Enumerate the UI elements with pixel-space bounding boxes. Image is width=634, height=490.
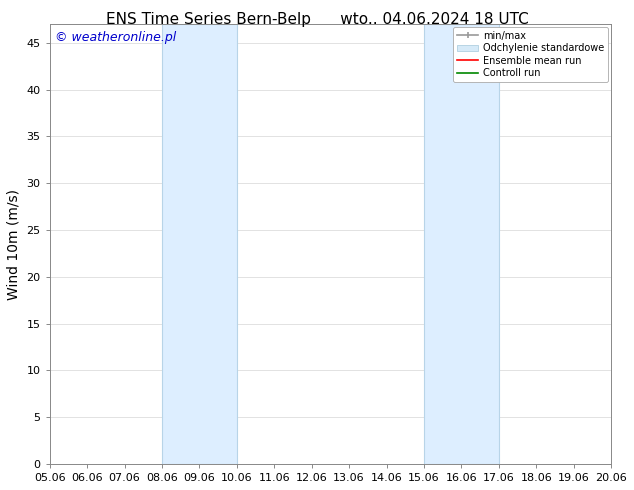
Y-axis label: Wind 10m (m/s): Wind 10m (m/s): [7, 189, 21, 299]
Legend: min/max, Odchylenie standardowe, Ensemble mean run, Controll run: min/max, Odchylenie standardowe, Ensembl…: [453, 27, 608, 82]
Bar: [424, 24, 499, 464]
Bar: [162, 24, 237, 464]
Text: © weatheronline.pl: © weatheronline.pl: [55, 31, 176, 44]
Text: ENS Time Series Bern-Belp      wto.. 04.06.2024 18 UTC: ENS Time Series Bern-Belp wto.. 04.06.20…: [106, 12, 528, 27]
